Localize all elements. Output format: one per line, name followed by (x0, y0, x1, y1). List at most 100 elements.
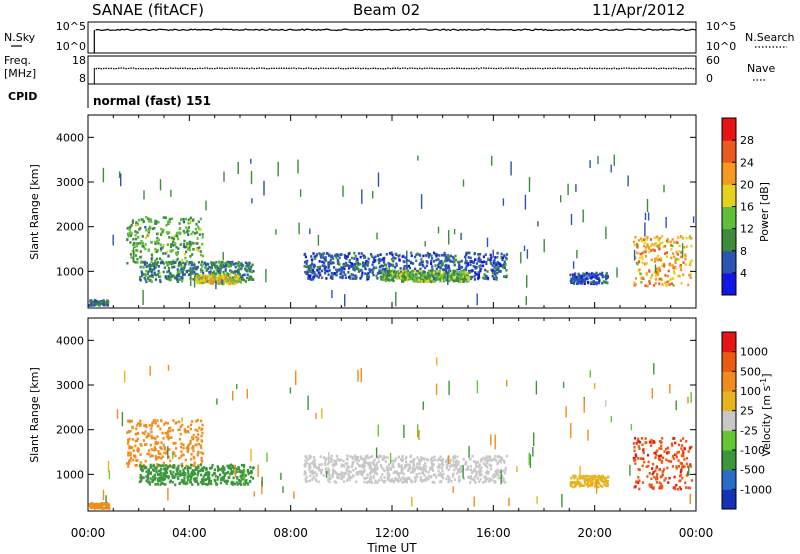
heatmap-cell (430, 259, 433, 263)
heatmap-cell (469, 475, 473, 478)
heatmap-cell (606, 281, 609, 285)
heatmap-cell (342, 480, 346, 483)
heatmap-cell (333, 480, 336, 483)
heatmap-cell (471, 269, 474, 272)
heatmap-cell (335, 270, 339, 274)
heatmap-cell (676, 253, 679, 256)
heatmap-cell (429, 275, 432, 278)
heatmap-cell (214, 474, 217, 478)
heatmap-cell (219, 281, 222, 285)
heatmap-cell (666, 466, 669, 470)
heatmap-cell (436, 272, 439, 275)
heatmap-cell (369, 475, 372, 478)
heatmap-cell (346, 458, 349, 461)
scatter-streak (447, 272, 449, 285)
heatmap-cell (176, 272, 179, 276)
heatmap-cell (329, 258, 332, 262)
heatmap-cell (333, 266, 336, 269)
heatmap-cell (572, 485, 575, 489)
heatmap-cell (401, 457, 404, 460)
heatmap-cell (213, 478, 216, 482)
heatmap-cell (129, 234, 132, 237)
heatmap-cell (157, 480, 160, 483)
heatmap-cell (231, 470, 234, 473)
heatmap-cell (638, 260, 641, 263)
heatmap-cell (383, 278, 386, 281)
heatmap-cell (659, 257, 662, 260)
noise-right-bottom-label: 10^0 (706, 40, 736, 53)
heatmap-cell (410, 273, 413, 276)
scatter-streak (236, 383, 238, 390)
heatmap-cell (182, 446, 185, 450)
heatmap-cell (407, 476, 410, 479)
heatmap-cell (197, 465, 200, 469)
heatmap-cell (197, 225, 200, 229)
heatmap-cell (340, 465, 343, 468)
heatmap-cell (477, 465, 480, 469)
heatmap-cell (236, 477, 239, 480)
y-tick-label: 1000 (56, 468, 84, 481)
heatmap-cell (174, 243, 177, 247)
heatmap-cell (190, 463, 193, 467)
heatmap-cell (490, 479, 493, 482)
colorbar-tick-label: -500 (740, 464, 765, 477)
heatmap-cell (673, 475, 676, 479)
heatmap-cell (136, 257, 139, 261)
heatmap-cell (497, 268, 500, 271)
heatmap-cell (340, 471, 343, 474)
x-tick-label: 12:00 (375, 526, 410, 540)
heatmap-cell (337, 253, 340, 257)
heatmap-cell (401, 458, 404, 462)
heatmap-cell (401, 255, 404, 258)
heatmap-cell (680, 251, 683, 254)
heatmap-cell (180, 442, 183, 446)
heatmap-cell (91, 502, 94, 506)
heatmap-cell (598, 272, 602, 276)
heatmap-cell (315, 253, 318, 256)
heatmap-cell (689, 463, 692, 466)
heatmap-cell (138, 422, 141, 425)
heatmap-cell (648, 282, 651, 285)
cpid-value: normal (fast) 151 (93, 94, 211, 108)
heatmap-cell (200, 451, 203, 454)
scatter-streak (468, 446, 470, 458)
heatmap-cell (584, 474, 587, 478)
heatmap-cell (303, 253, 306, 256)
heatmap-cell (190, 476, 193, 480)
heatmap-cell (383, 273, 386, 277)
heatmap-cell (197, 471, 200, 475)
heatmap-cell (195, 223, 198, 226)
scatter-streak (537, 221, 539, 227)
heatmap-cell (369, 472, 372, 475)
heatmap-cell (176, 268, 179, 271)
heatmap-cell (579, 277, 582, 280)
heatmap-cell (182, 470, 185, 474)
heatmap-cell (655, 242, 658, 245)
heatmap-cell (175, 259, 178, 262)
scatter-streak (123, 370, 126, 383)
heatmap-cell (185, 242, 189, 245)
noise-line (95, 28, 696, 32)
heatmap-cell (222, 477, 226, 480)
heatmap-cell (310, 255, 313, 258)
heatmap-cell (162, 252, 165, 255)
heatmap-cell (178, 428, 181, 431)
heatmap-cell (666, 280, 669, 284)
heatmap-cell (450, 464, 453, 467)
heatmap-cell (391, 269, 394, 273)
heatmap-cell (689, 263, 692, 266)
heatmap-cell (166, 467, 169, 471)
scatter-streak (535, 380, 538, 395)
heatmap-cell (576, 482, 579, 486)
heatmap-cell (642, 457, 645, 461)
heatmap-cell (635, 454, 638, 458)
heatmap-cell (129, 446, 133, 449)
heatmap-cell (424, 276, 427, 279)
heatmap-cell (410, 251, 413, 255)
heatmap-cell (644, 437, 647, 440)
heatmap-cell (194, 480, 197, 484)
heatmap-cell (640, 239, 644, 243)
heatmap-cell (147, 270, 150, 274)
heatmap-cell (177, 464, 180, 468)
heatmap-cell (667, 451, 671, 454)
